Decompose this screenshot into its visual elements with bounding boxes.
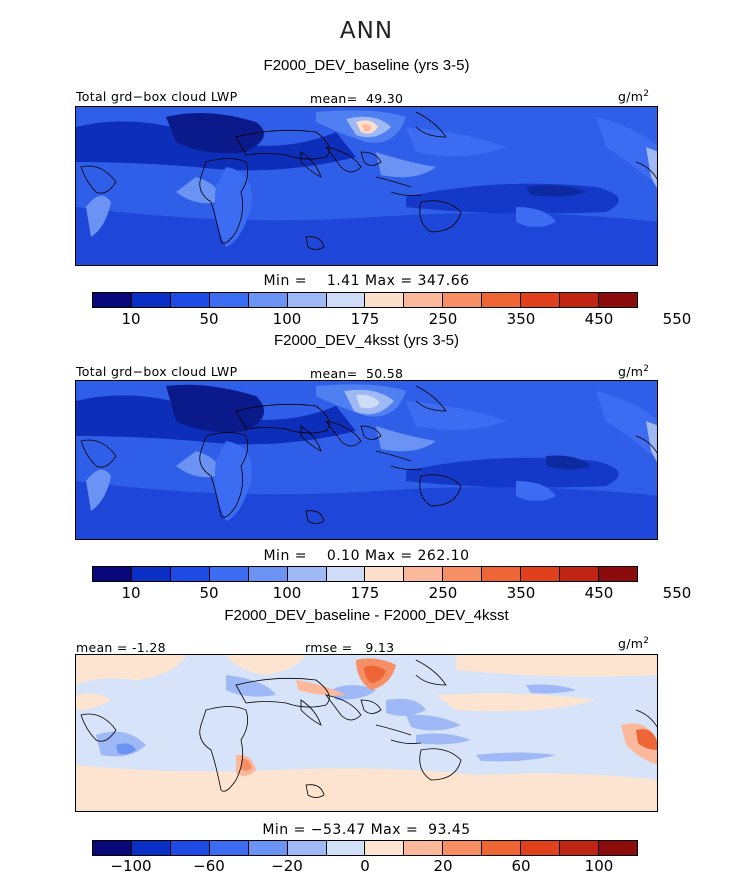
colorbar-swatch [326, 293, 366, 307]
panel-2-title: F2000_DEV_4ksst (yrs 3-5) [273, 332, 460, 349]
colorbar-tick-label: 550 [662, 584, 692, 602]
colorbar-swatch [482, 293, 522, 307]
colorbar-tick-label: 50 [199, 310, 219, 328]
colorbar-tick-label: 100 [584, 857, 614, 875]
colorbar-swatch [560, 567, 599, 581]
panel-3-rmse: rmse = 9.13 [305, 640, 395, 655]
colorbar-tick-label: 450 [584, 584, 614, 602]
colorbar-tick-label: 250 [428, 584, 458, 602]
panel-1-variable-label: Total grd−box cloud LWP [76, 89, 238, 104]
panel-3-map-field [76, 655, 657, 811]
panel-2-map-field [76, 381, 657, 539]
colorbar-swatch [93, 841, 132, 855]
colorbar-swatch [598, 293, 637, 307]
colorbar-swatch [131, 567, 171, 581]
colorbar-swatch [170, 841, 210, 855]
colorbar-swatch [248, 567, 288, 581]
panel-2-minmax: Min = 0.10 Max = 262.10 [263, 548, 470, 564]
colorbar-swatch [170, 293, 210, 307]
panel-3-mean: mean = -1.28 [76, 640, 166, 655]
colorbar-tick-label: 175 [350, 584, 380, 602]
colorbar-tick-label: 100 [272, 310, 302, 328]
colorbar-tick-label: −100 [110, 857, 152, 875]
panel-3-colorbar [92, 840, 638, 856]
panel-1-minmax: Min = 1.41 Max = 347.66 [263, 273, 470, 289]
colorbar-tick-label: 450 [584, 310, 614, 328]
panel-3-title: F2000_DEV_baseline - F2000_DEV_4ksst [224, 607, 509, 624]
colorbar-swatch [287, 567, 327, 581]
colorbar-swatch [521, 567, 561, 581]
colorbar-swatch [287, 841, 327, 855]
panel-2-colorbar [92, 566, 638, 582]
colorbar-swatch [209, 841, 249, 855]
colorbar-swatch [560, 293, 599, 307]
colorbar-swatch [443, 293, 483, 307]
colorbar-swatch [248, 841, 288, 855]
panel-2-colorbar-ticks: 10 50 100 175 250 350 450 550 [92, 584, 691, 602]
panel-1-title: F2000_DEV_baseline (yrs 3-5) [263, 57, 470, 74]
colorbar-swatch [170, 567, 210, 581]
colorbar-swatch [287, 293, 327, 307]
colorbar-swatch [521, 293, 561, 307]
panel-1-mean: mean= 49.30 [310, 91, 404, 106]
colorbar-swatch [93, 567, 132, 581]
colorbar-swatch [598, 567, 637, 581]
colorbar-swatch [482, 841, 522, 855]
colorbar-swatch [560, 841, 599, 855]
figure-title: ANN [339, 18, 394, 44]
panel-2-mean: mean= 50.58 [310, 366, 404, 381]
panel-3-units: g/m2 [618, 636, 650, 652]
colorbar-tick-label: 550 [662, 310, 692, 328]
colorbar-swatch [209, 293, 249, 307]
colorbar-swatch [131, 293, 171, 307]
colorbar-swatch [326, 841, 366, 855]
panel-3-colorbar-ticks: −100 −60 −20 0 20 60 100 [92, 857, 638, 875]
colorbar-tick-label: 100 [272, 584, 302, 602]
colorbar-swatch [521, 841, 561, 855]
colorbar-swatch [365, 841, 405, 855]
colorbar-tick-label: 20 [433, 857, 453, 875]
colorbar-swatch [404, 841, 444, 855]
panel-3-minmax: Min = −53.47 Max = 93.45 [262, 822, 471, 838]
colorbar-tick-label: 350 [506, 584, 536, 602]
panel-1-map-field [76, 107, 657, 265]
colorbar-swatch [326, 567, 366, 581]
panel-2-units: g/m2 [618, 364, 650, 380]
colorbar-swatch [131, 841, 171, 855]
colorbar-swatch [443, 567, 483, 581]
panel-3-map [75, 654, 658, 812]
colorbar-tick-label: 50 [199, 584, 219, 602]
colorbar-swatch [209, 567, 249, 581]
colorbar-tick-label: −60 [193, 857, 225, 875]
colorbar-swatch [404, 293, 444, 307]
colorbar-swatch [404, 567, 444, 581]
colorbar-tick-label: 350 [506, 310, 536, 328]
panel-2-variable-label: Total grd−box cloud LWP [76, 364, 238, 379]
panel-1-map [75, 106, 658, 266]
colorbar-swatch [248, 293, 288, 307]
colorbar-tick-label: 175 [350, 310, 380, 328]
colorbar-tick-label: 250 [428, 310, 458, 328]
colorbar-swatch [598, 841, 637, 855]
panel-1-colorbar [92, 292, 638, 308]
colorbar-tick-label: 0 [360, 857, 370, 875]
panel-1-units: g/m2 [618, 89, 650, 105]
colorbar-swatch [482, 567, 522, 581]
panel-2-map [75, 380, 658, 540]
colorbar-tick-label: 10 [121, 584, 141, 602]
colorbar-swatch [93, 293, 132, 307]
colorbar-tick-label: −20 [271, 857, 303, 875]
colorbar-swatch [365, 293, 405, 307]
colorbar-tick-label: 60 [511, 857, 531, 875]
panel-1-colorbar-ticks: 10 50 100 175 250 350 450 550 [92, 310, 691, 328]
colorbar-swatch [365, 567, 405, 581]
colorbar-swatch [443, 841, 483, 855]
colorbar-tick-label: 10 [121, 310, 141, 328]
